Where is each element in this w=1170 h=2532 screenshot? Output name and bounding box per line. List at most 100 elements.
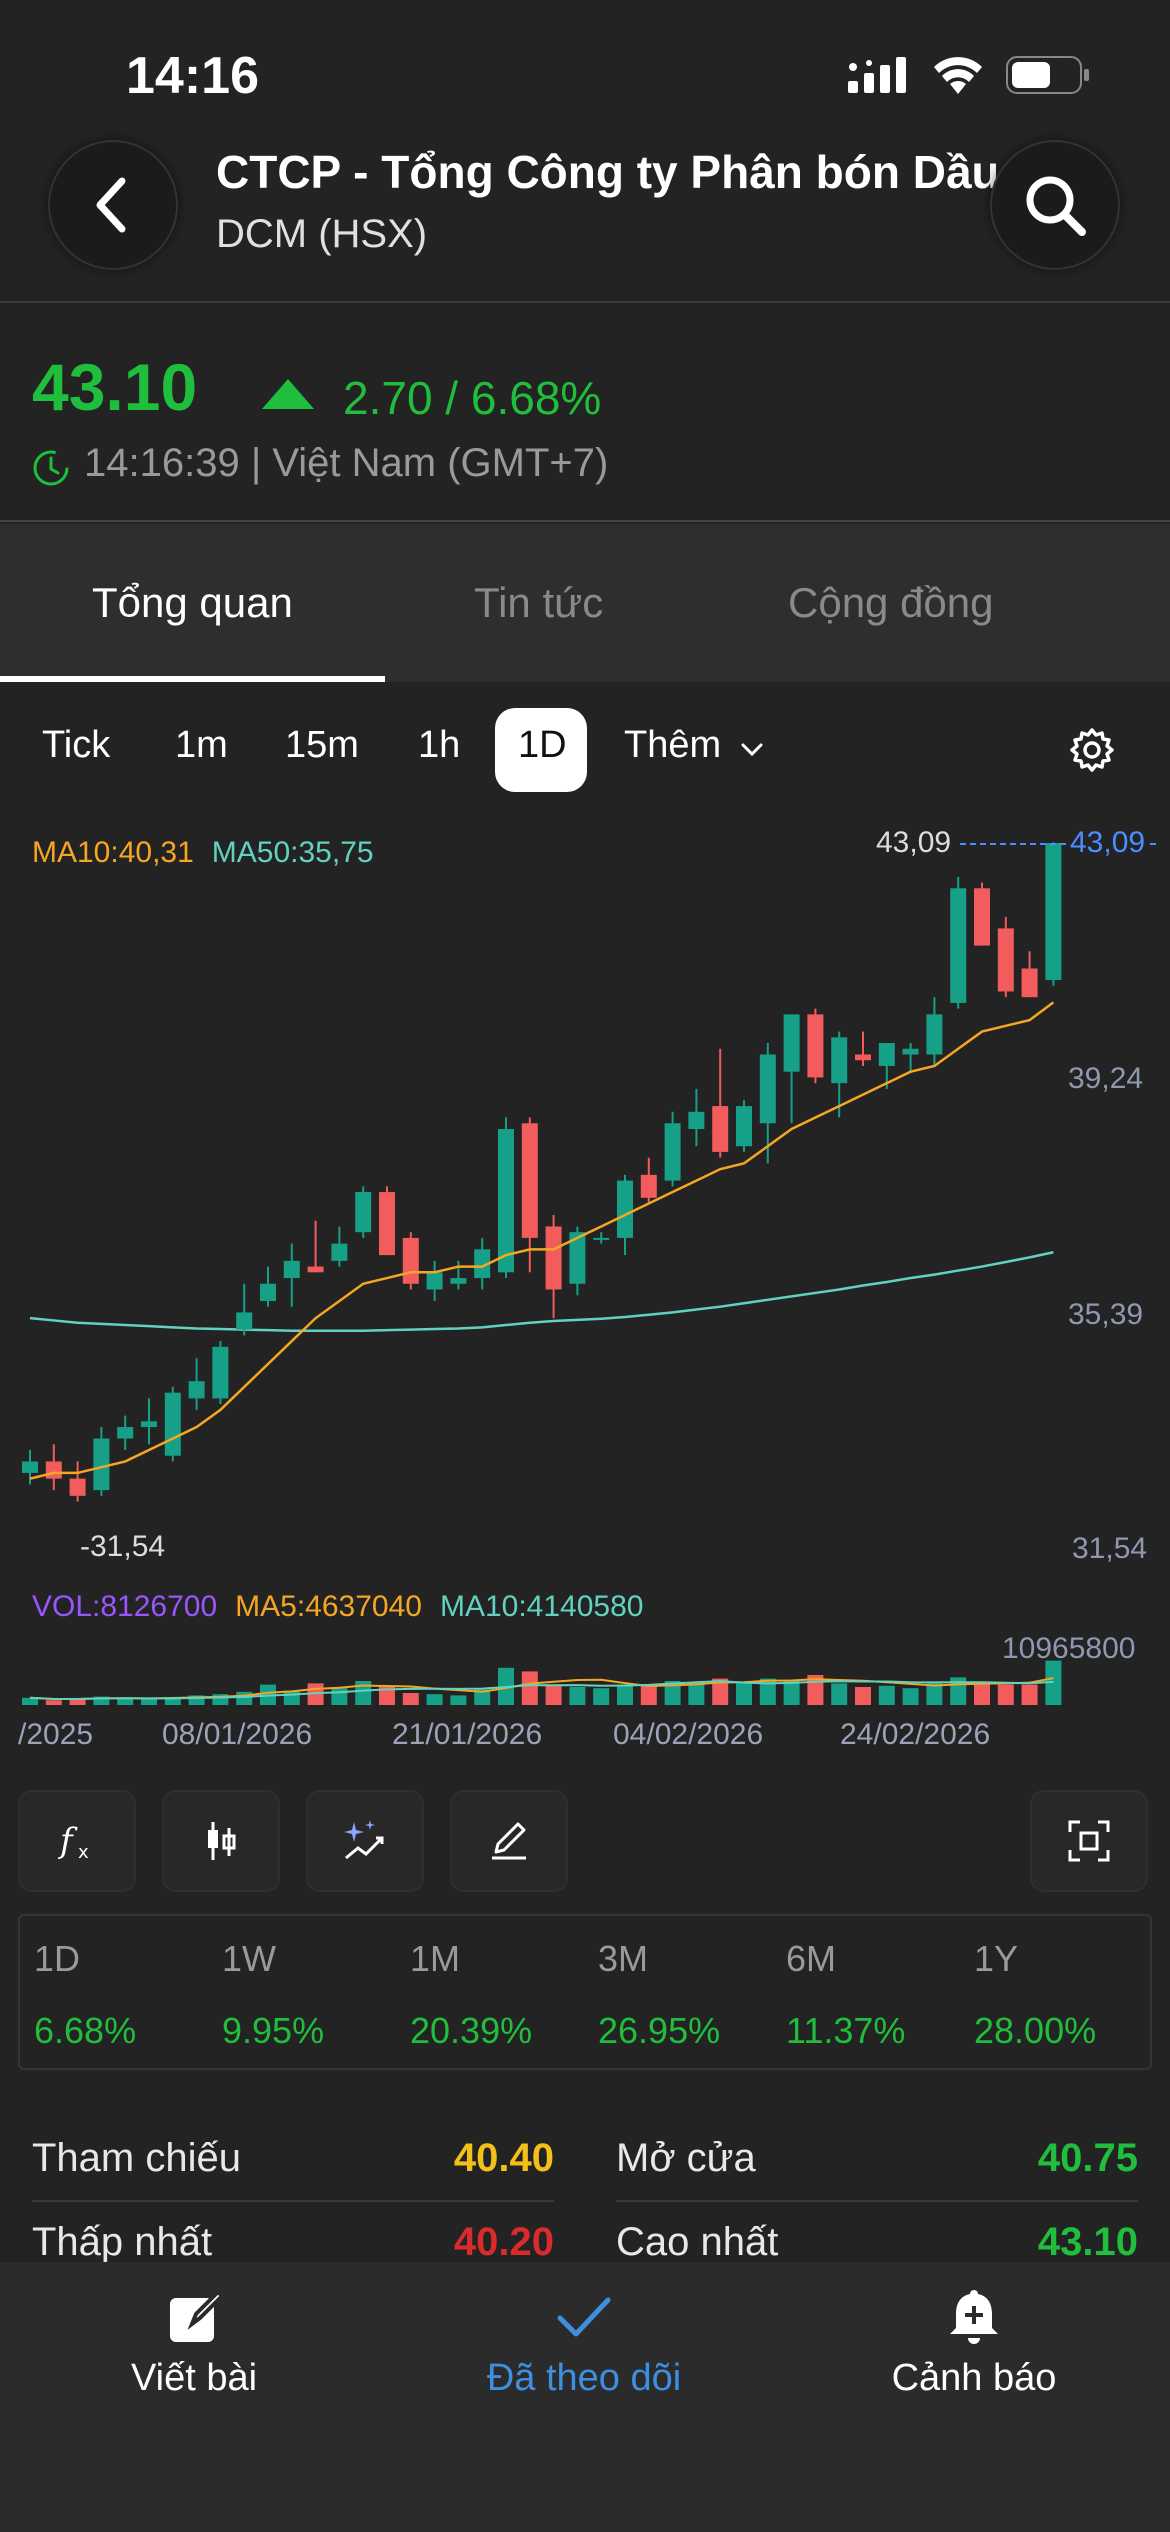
timeframe-1m[interactable]: 1m: [175, 724, 228, 766]
candle-body: [902, 1048, 919, 1055]
low-value: 40.20: [453, 2220, 554, 2264]
ma-legend: MA10:40,31 MA50:35,75: [32, 836, 374, 870]
fullscreen-icon: [1068, 1820, 1110, 1862]
candle-body: [283, 1260, 300, 1279]
signal-icon: [848, 57, 906, 93]
timeframe-more[interactable]: Thêm: [624, 724, 722, 766]
tab-news[interactable]: Tin tức: [474, 579, 604, 626]
volume-bar: [474, 1689, 491, 1705]
quote-timestamp: 14:16:39 | Việt Nam (GMT+7): [84, 441, 609, 485]
low-marker-label: -31,54: [80, 1530, 166, 1563]
perf-value: 9.95%: [222, 2010, 325, 2051]
high-value: 43.10: [1037, 2220, 1138, 2264]
candle-body: [402, 1237, 419, 1284]
volume-bar: [93, 1696, 110, 1705]
ma50-line: [29, 1251, 1054, 1333]
low-marker-value: 31,54: [90, 1530, 166, 1563]
candle-body: [212, 1346, 229, 1399]
back-button[interactable]: [48, 140, 178, 270]
battery-icon: [1006, 56, 1089, 94]
perf-period: 1Y: [974, 1938, 1019, 1979]
performance-panel: 1D 6.68% 1W 9.95% 1M 20.39% 3M 26.95% 6M 11.3…: [18, 1914, 1152, 2070]
candle-body: [974, 888, 990, 946]
volume-bar: [902, 1688, 919, 1705]
gear-icon[interactable]: [1068, 726, 1116, 774]
tab-overview[interactable]: Tổng quan: [92, 579, 293, 626]
volume-bar: [283, 1690, 300, 1705]
candlestick-chart[interactable]: [0, 810, 1170, 1760]
volume-bar: [426, 1694, 443, 1705]
chevron-left-icon: [96, 177, 126, 233]
write-post-label: Viết bài: [130, 2357, 258, 2399]
volume-bar: [117, 1697, 134, 1705]
tab-bar: Tổng quan Tin tức Cộng đồng: [0, 524, 1170, 682]
last-price: 43.10: [32, 350, 198, 424]
timeframe-bar: Tick 1m 15m 1h 1D Thêm: [0, 700, 1170, 800]
volume-bar: [855, 1687, 871, 1705]
perf-6m: 6M 11.37%: [786, 1938, 966, 2052]
candle-body: [855, 1054, 871, 1061]
candle-body: [450, 1278, 467, 1284]
compose-icon: [170, 2289, 225, 2342]
tab-active-indicator: [0, 676, 385, 682]
up-arrow-icon: [262, 379, 314, 409]
candle-body: [926, 1014, 943, 1055]
volume-bar: [736, 1683, 752, 1705]
candle-body: [736, 1106, 752, 1147]
candle-body: [759, 1054, 776, 1124]
candle-body: [664, 1123, 681, 1181]
perf-1w: 1W 9.95%: [222, 1938, 402, 2052]
volume-bar: [331, 1688, 348, 1705]
candle-body: [640, 1174, 657, 1198]
chart-type-button[interactable]: [162, 1790, 280, 1892]
y-tick-4: 31,54: [1072, 1532, 1148, 1565]
draw-button[interactable]: [450, 1790, 568, 1892]
ai-pattern-button[interactable]: [306, 1790, 424, 1892]
open-value: 40.75: [1037, 2136, 1138, 2180]
timeframe-1h[interactable]: 1h: [418, 724, 461, 766]
timeframe-15m[interactable]: 15m: [285, 724, 359, 766]
perf-value: 28.00%: [974, 2010, 1097, 2051]
vol-ma5-legend: MA5:4637040: [235, 1590, 422, 1623]
status-time: 14:16: [126, 47, 259, 105]
y-tick-3: 35,39: [1068, 1298, 1144, 1331]
search-button[interactable]: [990, 140, 1120, 270]
volume-legend: VOL:8126700 MA5:4637040 MA10:4140580: [32, 1590, 643, 1624]
volume-bar: [974, 1683, 990, 1705]
volume-bar: [593, 1688, 610, 1705]
candle-body: [45, 1461, 62, 1479]
timeframe-1d[interactable]: 1D: [518, 724, 567, 766]
volume-bar: [569, 1687, 586, 1705]
tab-community[interactable]: Cộng đồng: [788, 579, 994, 626]
perf-period: 6M: [786, 1938, 837, 1979]
volume-bar: [1021, 1684, 1038, 1705]
candle-body: [164, 1392, 181, 1456]
x-tick-4: 24/02/2026: [840, 1718, 991, 1751]
perf-1y: 1Y 28.00%: [974, 1938, 1154, 2052]
candle-body: [807, 1014, 824, 1078]
low-label: Thấp nhất: [32, 2220, 213, 2264]
candle-body: [93, 1438, 110, 1491]
candle-body: [260, 1283, 276, 1301]
volume-bar: [617, 1684, 633, 1705]
write-post-button[interactable]: Viết bài: [44, 2286, 344, 2400]
candle-body: [593, 1237, 610, 1240]
sparkle-chart-icon: [344, 1820, 384, 1860]
volume-bar: [926, 1683, 943, 1705]
perf-1d: 1D 6.68%: [34, 1938, 214, 2052]
candle-body: [569, 1232, 586, 1284]
volume-bar: [712, 1678, 729, 1705]
timeframe-selected-bg: [495, 708, 587, 792]
alert-button[interactable]: Cảnh báo: [824, 2286, 1124, 2400]
volume-bar: [878, 1685, 895, 1705]
fullscreen-button[interactable]: [1030, 1790, 1148, 1892]
candle-body: [545, 1226, 562, 1290]
following-button[interactable]: Đã theo dõi: [434, 2286, 734, 2400]
price-stats: Tham chiếu 40.40 Mở cửa 40.75 Thấp nhất …: [0, 2110, 1170, 2264]
clock-refresh-icon: [33, 450, 69, 486]
timeframe-tick[interactable]: Tick: [42, 724, 111, 766]
perf-value: 20.39%: [410, 2010, 533, 2051]
